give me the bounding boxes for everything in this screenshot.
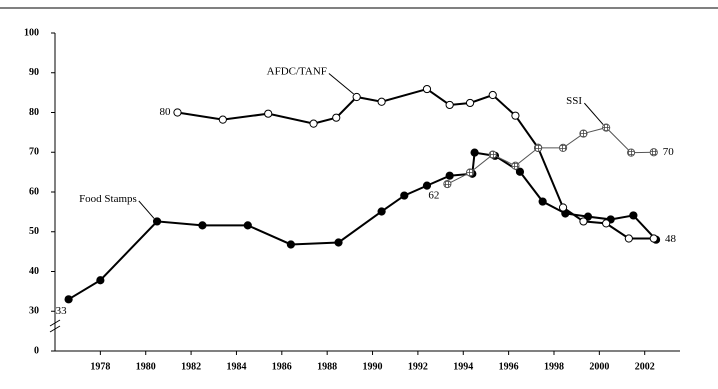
y-tick-label: 40 [29,266,39,277]
data-point [534,143,543,152]
data-point [445,100,454,110]
value-label: 62 [428,190,439,202]
data-point [465,168,475,177]
data-point [422,181,432,190]
data-point [443,179,452,189]
x-tick-label: 1986 [272,361,292,372]
y-tick-label: 0 [34,345,39,356]
data-point [579,129,588,138]
y-tick-label: 100 [24,27,39,38]
value-label: 48 [665,233,677,245]
data-point [309,119,318,128]
data-point [286,240,295,249]
data-point [243,221,252,230]
value-label: 33 [56,305,68,317]
annotation-arrow [328,73,354,95]
data-point [538,197,547,206]
data-point [602,219,611,228]
x-tick-label: 1994 [453,361,473,372]
data-point [264,109,273,118]
data-point [511,161,520,170]
x-tick-label: 1998 [544,361,564,372]
data-point [377,97,386,106]
y-tick-label: 50 [29,226,39,237]
series-label: SSI [566,95,582,107]
data-point [352,92,361,102]
data-point [488,90,497,100]
x-tick-label: 1982 [181,361,201,372]
data-point [152,217,162,226]
x-tick-label: 1978 [90,361,110,372]
x-tick-label: 1988 [317,361,337,372]
x-tick-label: 2002 [635,361,655,372]
data-point [422,84,432,94]
data-point [558,203,568,212]
x-tick-label: 1996 [499,361,519,372]
data-point [488,150,497,159]
data-point [511,111,520,120]
y-tick-label: 90 [29,67,39,78]
x-tick-label: 2000 [589,361,609,372]
value-label: 70 [663,146,675,158]
data-point [649,234,658,243]
x-tick-label: 1980 [136,361,156,372]
annotation-arrow [138,200,155,219]
data-point [465,98,475,108]
data-point [624,234,633,243]
x-tick-label: 1990 [363,361,383,372]
data-point [218,115,227,124]
data-point [334,238,343,247]
y-tick-label: 30 [29,306,39,317]
x-tick-label: 1992 [408,361,428,372]
value-label: 80 [159,106,171,118]
data-point [198,221,207,230]
x-tick-label: 1984 [226,361,246,372]
data-point [377,207,386,216]
annotation-arrow [584,102,604,125]
data-point [332,113,341,122]
data-point [400,191,409,200]
data-point [579,217,588,226]
series-label: Food Stamps [79,193,137,205]
series-line [68,151,657,301]
y-tick-label: 70 [29,147,39,158]
data-point [602,123,611,132]
axis-break [49,319,61,333]
data-point [627,148,636,157]
data-point [515,167,525,176]
data-point [96,276,105,285]
data-point [629,211,638,220]
data-point [558,143,568,152]
y-tick-label: 80 [29,107,39,118]
data-point [445,171,454,180]
data-point [470,148,479,157]
data-point [649,148,658,157]
series-line [447,127,654,185]
series-label: AFDC/TANF [267,66,327,78]
data-point [64,295,73,304]
y-tick-label: 60 [29,186,39,197]
data-point [173,108,182,117]
